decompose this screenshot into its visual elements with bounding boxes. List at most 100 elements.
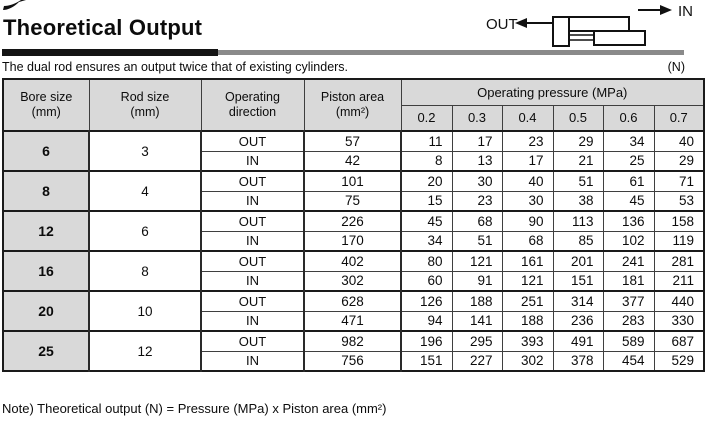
out-arrow-icon bbox=[515, 18, 553, 28]
rod-size-cell: 8 bbox=[88, 250, 202, 292]
output-value-cell: 11 bbox=[400, 130, 453, 152]
footnote: Note) Theoretical output (N) = Pressure … bbox=[2, 401, 387, 416]
title-underline-extension bbox=[218, 50, 684, 55]
output-value-cell: 38 bbox=[552, 190, 604, 212]
direction-cell: IN bbox=[200, 270, 305, 292]
piston-area-cell: 302 bbox=[303, 270, 402, 292]
piston-area-cell: 226 bbox=[303, 210, 402, 232]
direction-cell: IN bbox=[200, 350, 305, 372]
output-value-cell: 90 bbox=[501, 210, 554, 232]
table-row: IN 302 60 91 121 151 181 211 bbox=[3, 270, 705, 292]
output-value-cell: 40 bbox=[653, 130, 705, 152]
output-value-cell: 151 bbox=[400, 350, 453, 372]
bore-size-cell: 25 bbox=[2, 330, 90, 372]
piston-area-cell: 42 bbox=[303, 150, 402, 172]
direction-cell: OUT bbox=[200, 330, 305, 352]
output-value-cell: 491 bbox=[552, 330, 604, 352]
header-piston-area: Piston area (mm²) bbox=[303, 78, 402, 132]
table-row: 16 8 OUT 402 80 121 161 201 241 281 bbox=[2, 250, 705, 292]
output-value-cell: 85 bbox=[552, 230, 604, 252]
header-operating-direction: Operating direction bbox=[200, 78, 305, 132]
output-value-cell: 17 bbox=[451, 130, 503, 152]
output-value-cell: 281 bbox=[653, 250, 705, 272]
piston-area-cell: 756 bbox=[303, 350, 402, 372]
output-value-cell: 251 bbox=[501, 290, 554, 312]
output-value-cell: 40 bbox=[501, 170, 554, 192]
piston-area-cell: 471 bbox=[303, 310, 402, 332]
output-value-cell: 241 bbox=[602, 250, 655, 272]
output-value-cell: 91 bbox=[451, 270, 503, 292]
bore-size-cell: 6 bbox=[2, 130, 90, 172]
header-pressure-tick: 0.3 bbox=[451, 105, 503, 132]
header-bore-size: Bore size (mm) bbox=[2, 78, 90, 132]
page-title: Theoretical Output bbox=[3, 15, 203, 40]
table-row: IN 756 151 227 302 378 454 529 bbox=[3, 350, 705, 372]
output-value-cell: 529 bbox=[653, 350, 705, 372]
output-value-cell: 68 bbox=[501, 230, 554, 252]
direction-cell: OUT bbox=[200, 130, 305, 152]
header-operating-pressure: Operating pressure (MPa) bbox=[400, 78, 705, 106]
output-value-cell: 29 bbox=[653, 150, 705, 172]
rod-size-cell: 6 bbox=[88, 210, 202, 252]
output-value-cell: 94 bbox=[400, 310, 453, 332]
rod-size-cell: 10 bbox=[88, 290, 202, 332]
piston-area-cell: 628 bbox=[303, 290, 402, 312]
dual-rod-cylinder-icon bbox=[552, 16, 646, 47]
output-value-cell: 45 bbox=[400, 210, 453, 232]
output-value-cell: 71 bbox=[653, 170, 705, 192]
output-value-cell: 102 bbox=[602, 230, 655, 252]
output-value-cell: 181 bbox=[602, 270, 655, 292]
header-pressure-tick: 0.4 bbox=[501, 105, 554, 132]
dual-rod-cylinder-diagram: IN OUT bbox=[486, 3, 693, 47]
output-value-cell: 15 bbox=[400, 190, 453, 212]
direction-cell: OUT bbox=[200, 210, 305, 232]
table-row: 25 12 OUT 982 196 295 393 491 589 687 bbox=[2, 330, 705, 372]
output-value-cell: 227 bbox=[451, 350, 503, 372]
output-value-cell: 440 bbox=[653, 290, 705, 312]
output-value-cell: 161 bbox=[501, 250, 554, 272]
piston-area-cell: 170 bbox=[303, 230, 402, 252]
output-value-cell: 211 bbox=[653, 270, 705, 292]
page-corner-artifact bbox=[3, 0, 26, 10]
output-value-cell: 196 bbox=[400, 330, 453, 352]
direction-cell: IN bbox=[200, 230, 305, 252]
output-value-cell: 158 bbox=[653, 210, 705, 232]
output-value-cell: 80 bbox=[400, 250, 453, 272]
table-row: 20 10 OUT 628 126 188 251 314 377 440 bbox=[2, 290, 705, 332]
unit-label: (N) bbox=[667, 60, 685, 74]
rod-size-cell: 12 bbox=[88, 330, 202, 372]
output-value-cell: 51 bbox=[451, 230, 503, 252]
header-pressure-tick: 0.7 bbox=[653, 105, 705, 132]
output-value-cell: 314 bbox=[552, 290, 604, 312]
direction-cell: IN bbox=[200, 190, 305, 212]
piston-area-cell: 57 bbox=[303, 130, 402, 152]
table-row: 12 6 OUT 226 45 68 90 113 136 158 bbox=[2, 210, 705, 252]
table-row: 8 4 OUT 101 20 30 40 51 61 71 bbox=[2, 170, 705, 212]
output-value-cell: 60 bbox=[400, 270, 453, 292]
theoretical-output-table: Bore size (mm) Rod size (mm) Operating d… bbox=[2, 78, 705, 372]
output-value-cell: 21 bbox=[552, 150, 604, 172]
subtitle: The dual rod ensures an output twice tha… bbox=[2, 60, 349, 74]
output-value-cell: 34 bbox=[602, 130, 655, 152]
output-value-cell: 393 bbox=[501, 330, 554, 352]
output-value-cell: 8 bbox=[400, 150, 453, 172]
rod-size-cell: 4 bbox=[88, 170, 202, 212]
output-value-cell: 34 bbox=[400, 230, 453, 252]
direction-cell: OUT bbox=[200, 290, 305, 312]
output-value-cell: 201 bbox=[552, 250, 604, 272]
rod-size-cell: 3 bbox=[88, 130, 202, 172]
output-value-cell: 589 bbox=[602, 330, 655, 352]
direction-cell: IN bbox=[200, 310, 305, 332]
piston-area-cell: 75 bbox=[303, 190, 402, 212]
output-value-cell: 454 bbox=[602, 350, 655, 372]
output-value-cell: 188 bbox=[451, 290, 503, 312]
output-value-cell: 30 bbox=[501, 190, 554, 212]
bore-size-cell: 8 bbox=[2, 170, 90, 212]
output-value-cell: 141 bbox=[451, 310, 503, 332]
output-value-cell: 45 bbox=[602, 190, 655, 212]
output-value-cell: 13 bbox=[451, 150, 503, 172]
bore-size-cell: 20 bbox=[2, 290, 90, 332]
output-value-cell: 25 bbox=[602, 150, 655, 172]
output-value-cell: 121 bbox=[501, 270, 554, 292]
table-row: IN 471 94 141 188 236 283 330 bbox=[3, 310, 705, 332]
